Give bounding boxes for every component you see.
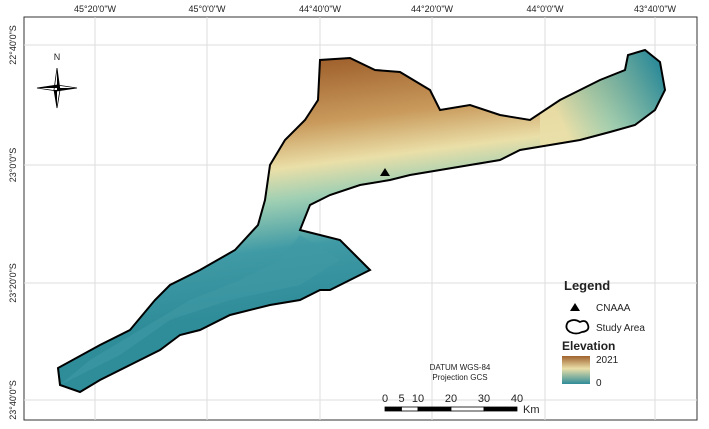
- scale-label: 30: [478, 393, 490, 405]
- longitude-label: 45°0'0"W: [188, 4, 226, 14]
- latitude-label: 23°40'0"S: [8, 380, 18, 420]
- longitude-label: 44°40'0"W: [299, 4, 342, 14]
- latitude-label: 23°20'0"S: [8, 263, 18, 303]
- latitude-label: 23°0'0"S: [8, 148, 18, 183]
- scale-unit: Km: [523, 404, 540, 416]
- legend-item: Study Area: [596, 323, 645, 334]
- projection-text: Projection GCS: [432, 373, 487, 382]
- scale-segment: [483, 406, 518, 412]
- latitude-label: 22°40'0"S: [8, 25, 18, 65]
- elevation-ramp: [562, 356, 590, 384]
- longitude-label: 45°20'0"W: [74, 4, 117, 14]
- scale-segment: [401, 406, 419, 412]
- scale-label: 10: [412, 393, 424, 405]
- elevation-min: 0: [596, 378, 602, 389]
- legend: Legend CNAAA Study Area Elevation 2021 0: [562, 278, 645, 389]
- legend-cnaaa-symbol: [570, 303, 580, 311]
- scale-segment: [417, 406, 452, 412]
- datum-text: DATUM WGS-84: [430, 363, 491, 372]
- scale-label: 20: [445, 393, 457, 405]
- longitude-label: 44°0'0"W: [526, 4, 564, 14]
- north-arrow: N: [36, 52, 78, 109]
- elevation-max: 2021: [596, 355, 619, 366]
- north-label: N: [54, 52, 61, 62]
- legend-item: CNAAA: [596, 303, 631, 314]
- longitude-label: 44°20'0"W: [411, 4, 454, 14]
- scale-segment: [450, 406, 485, 412]
- scale-segment: [384, 406, 402, 412]
- longitude-label: 43°40'0"W: [634, 4, 677, 14]
- legend-area-symbol: [565, 319, 590, 335]
- legend-elevation-title: Elevation: [562, 339, 615, 353]
- scale-label: 0: [382, 393, 388, 405]
- scale-label: 5: [398, 393, 404, 405]
- legend-title: Legend: [564, 278, 610, 293]
- cnaaa-marker: [380, 168, 390, 176]
- scale-label: 40: [511, 393, 523, 405]
